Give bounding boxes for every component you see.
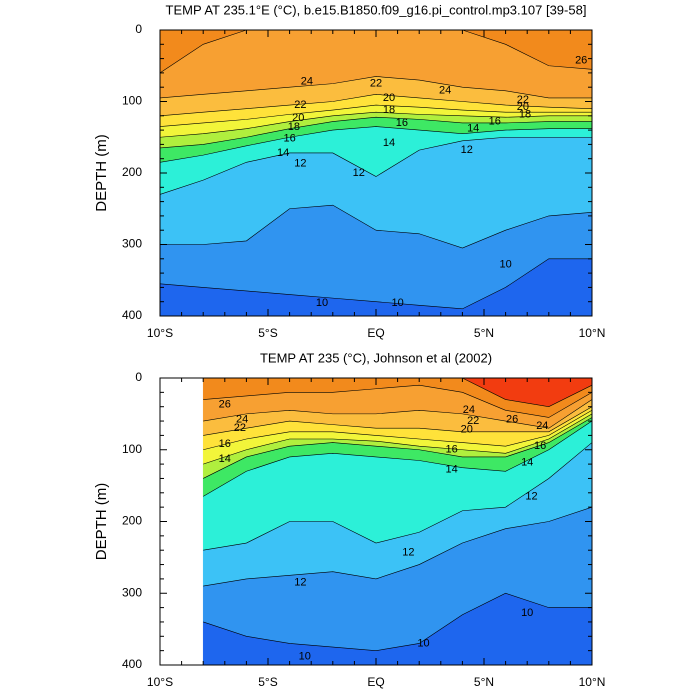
y-tick-label: 100 <box>122 94 142 108</box>
contour-label: 10 <box>299 650 311 662</box>
contour-label: 22 <box>294 99 306 111</box>
x-tick-label: 10°S <box>147 326 173 340</box>
y-axis-label: DEPTH (m) <box>93 134 110 212</box>
contour-label: 12 <box>294 576 306 588</box>
contour-line <box>203 506 593 587</box>
contour-label: 22 <box>370 78 382 90</box>
contour-label: 10 <box>521 607 533 619</box>
x-tick-label: EQ <box>367 675 384 689</box>
contour-line <box>159 94 593 117</box>
contour-label: 10 <box>499 258 511 270</box>
contour-label: 12 <box>353 167 365 179</box>
contour-label: 16 <box>445 444 457 456</box>
y-tick-label: 300 <box>122 237 142 251</box>
contour-label: 16 <box>489 115 501 127</box>
y-tick-label: 200 <box>122 514 142 528</box>
contour-label: 14 <box>445 464 457 476</box>
contour-label: 26 <box>506 414 518 426</box>
y-tick-label: 100 <box>122 442 142 456</box>
x-tick-label: 5°S <box>258 326 277 340</box>
y-axis-label: DEPTH (m) <box>93 483 110 561</box>
contour-label: 10 <box>391 297 403 309</box>
x-tick-label: 10°N <box>579 326 606 340</box>
contour-label: 22 <box>517 94 529 106</box>
contour-label: 12 <box>525 490 537 502</box>
contour-label: 18 <box>519 108 531 120</box>
contour-label: 16 <box>396 117 408 129</box>
contour-label: 24 <box>301 75 313 87</box>
x-tick-label: 10°S <box>147 675 173 689</box>
contour-label: 24 <box>536 420 548 432</box>
x-tick-label: 5°N <box>474 675 494 689</box>
contour-label: 24 <box>463 404 475 416</box>
contour-line <box>159 258 592 310</box>
contour-label: 14 <box>521 457 533 469</box>
contour-label: 12 <box>461 144 473 156</box>
contour-line <box>203 410 593 451</box>
contour-line <box>203 442 593 551</box>
contour-label: 26 <box>219 398 231 410</box>
contour-line <box>159 136 592 195</box>
contour-line <box>203 420 593 497</box>
contour-label: 10 <box>417 637 429 649</box>
y-tick-label: 0 <box>135 370 142 384</box>
contour-label: 24 <box>236 414 248 426</box>
contour-line <box>203 417 593 479</box>
contour-label: 12 <box>294 158 306 170</box>
contour-label: 16 <box>534 440 546 452</box>
contour-label: 22 <box>234 422 246 434</box>
contour-label: 10 <box>316 297 328 309</box>
contour-line <box>159 111 592 138</box>
contour-label: 22 <box>467 415 479 427</box>
contour-label: 24 <box>439 85 451 97</box>
contour-line <box>203 592 592 651</box>
contour-label: 14 <box>219 453 231 465</box>
x-tick-label: 5°N <box>474 326 494 340</box>
contour-line <box>160 204 593 249</box>
contour-label: 14 <box>467 123 479 135</box>
chart-title: TEMP AT 235 (°C), Johnson et al (2002) <box>260 350 492 365</box>
contour-label: 18 <box>288 121 300 133</box>
y-tick-label: 400 <box>122 657 142 671</box>
contour-line <box>159 126 592 163</box>
y-tick-label: 200 <box>122 165 142 179</box>
contour-label: 20 <box>517 101 529 113</box>
y-tick-label: 300 <box>122 585 142 599</box>
plot: 2624242220181614121212222018161422201816… <box>159 29 593 317</box>
contour-label: 20 <box>461 424 473 436</box>
contour-line <box>203 399 593 429</box>
contour-line <box>159 104 592 127</box>
contour-label: 16 <box>219 438 231 450</box>
contour-label: 20 <box>383 92 395 104</box>
contour-label: 16 <box>283 133 295 145</box>
x-tick-label: EQ <box>367 326 384 340</box>
y-tick-label: 0 <box>135 22 142 36</box>
contour-line <box>203 384 593 418</box>
contour-label: 20 <box>292 112 304 124</box>
contour-label: 12 <box>402 546 414 558</box>
contour-line <box>159 116 592 149</box>
x-tick-label: 5°S <box>258 675 277 689</box>
chart-title: TEMP AT 235.1°E (°C), b.e15.B1850.f09_g1… <box>166 2 587 17</box>
x-tick-label: 10°N <box>579 675 606 689</box>
contour-line <box>159 76 592 99</box>
contour-line <box>203 406 593 436</box>
contour-label: 26 <box>575 55 587 67</box>
contour-label: 14 <box>277 147 289 159</box>
contour-label: 14 <box>383 137 395 149</box>
contour-label: 18 <box>383 104 395 116</box>
contour-line <box>203 413 593 465</box>
y-tick-label: 400 <box>122 308 142 322</box>
